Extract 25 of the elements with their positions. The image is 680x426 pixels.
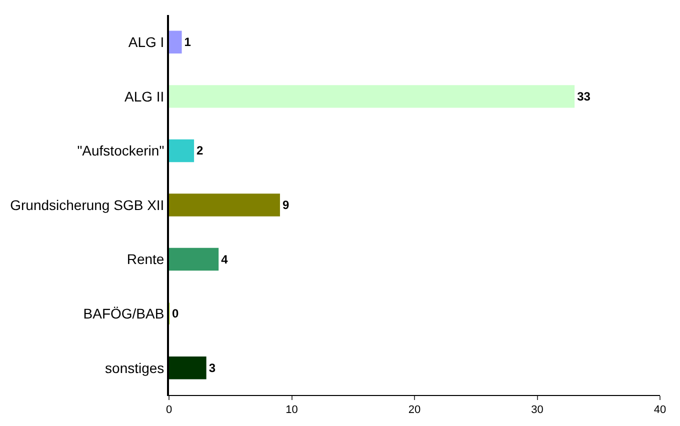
data-label: 33 [577, 89, 591, 104]
bar [169, 85, 575, 108]
data-label: 1 [184, 35, 192, 50]
y-tick-label: "Aufstockerin" [77, 142, 164, 159]
y-tick-label: Grundsicherung SGB XII [10, 196, 164, 213]
bar [169, 30, 182, 54]
y-tick-label: Rente [126, 251, 164, 268]
bar [169, 356, 206, 380]
data-label: 0 [172, 306, 179, 321]
data-label: 2 [196, 144, 204, 158]
x-tick-label: 30 [531, 404, 544, 416]
bar [169, 248, 219, 271]
y-tick-label: sonstiges [105, 360, 164, 376]
y-tick-label: ALG II [124, 88, 164, 104]
bar [169, 194, 280, 216]
data-label: 3 [208, 360, 216, 375]
x-tick-label: 20 [408, 404, 421, 416]
bar [169, 139, 194, 162]
x-tick-label: 40 [654, 404, 666, 416]
data-label: 4 [221, 252, 228, 266]
y-tick-label: BAFÖG/BAB [83, 305, 164, 322]
x-tick-label: 0 [166, 404, 172, 416]
y-tick-label: ALG I [128, 34, 164, 50]
data-label: 9 [282, 198, 290, 212]
x-tick-label: 10 [286, 404, 298, 416]
